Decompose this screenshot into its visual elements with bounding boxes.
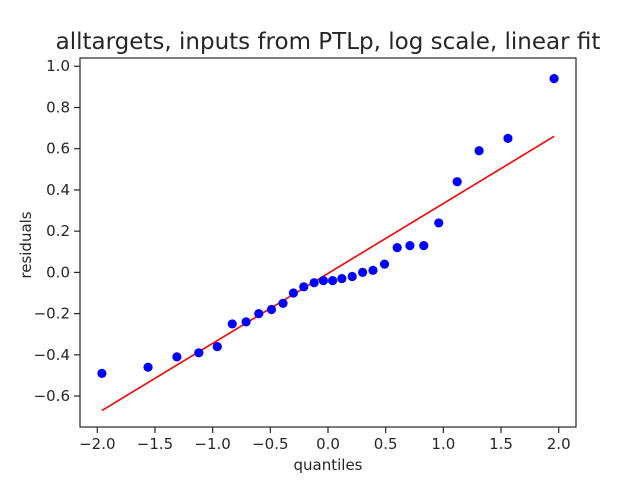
data-point bbox=[266, 304, 277, 315]
data-point bbox=[299, 282, 309, 292]
y-tick-label: 1.0 bbox=[46, 57, 70, 75]
data-point bbox=[278, 298, 288, 308]
data-point bbox=[227, 319, 237, 329]
data-point bbox=[392, 243, 402, 253]
x-tick-label: −0.5 bbox=[252, 435, 288, 453]
data-point bbox=[452, 177, 462, 187]
x-tick-label: −2.0 bbox=[79, 435, 115, 453]
data-point bbox=[254, 309, 264, 319]
y-tick-label: −0.6 bbox=[34, 387, 70, 405]
y-tick-label: 0.4 bbox=[46, 181, 70, 199]
fit-line bbox=[101, 135, 555, 412]
x-tick-label: −1.5 bbox=[137, 435, 173, 453]
y-tick-label: −0.4 bbox=[34, 346, 70, 364]
data-point bbox=[405, 240, 415, 251]
y-tick-label: 0.0 bbox=[46, 263, 70, 281]
data-point bbox=[337, 273, 347, 284]
data-point bbox=[97, 368, 107, 379]
data-point bbox=[318, 276, 328, 286]
data-point bbox=[212, 342, 222, 352]
data-point bbox=[434, 218, 444, 228]
x-tick-label: 0.5 bbox=[374, 435, 398, 453]
x-tick-label: 1.5 bbox=[489, 435, 513, 453]
data-point bbox=[288, 288, 298, 298]
data-point bbox=[143, 362, 153, 372]
x-tick-label: 2.0 bbox=[547, 435, 571, 453]
data-point bbox=[368, 265, 378, 275]
x-tick-label: 1.0 bbox=[431, 435, 455, 453]
data-point bbox=[358, 267, 368, 277]
plot-area: −2.0 −1.5 −1.0 −0.5 0.0 0.5 1.0 1.5 2.0 −0.6 −0.4 −… bbox=[34, 57, 577, 453]
data-point bbox=[347, 271, 357, 282]
data-point bbox=[379, 259, 390, 269]
data-point bbox=[328, 276, 338, 286]
chart-title: alltargets, inputs from PTLp, log scale,… bbox=[56, 29, 601, 55]
x-tick-label: 0.0 bbox=[316, 435, 340, 453]
data-point bbox=[194, 348, 204, 358]
data-point bbox=[309, 278, 319, 288]
y-tick-label: −0.2 bbox=[34, 305, 70, 323]
data-point bbox=[474, 146, 484, 156]
y-axis-label: residuals bbox=[17, 211, 35, 278]
data-point bbox=[503, 133, 513, 143]
y-tick-label: 0.6 bbox=[46, 140, 70, 158]
y-tick-label: 0.8 bbox=[46, 98, 70, 116]
data-point bbox=[241, 317, 251, 327]
data-point bbox=[419, 240, 429, 251]
data-point bbox=[549, 74, 559, 84]
y-tick-label: 0.2 bbox=[46, 222, 70, 240]
x-axis-label: quantiles bbox=[294, 456, 363, 474]
plot-frame bbox=[79, 57, 577, 428]
data-point bbox=[172, 352, 182, 362]
x-tick-label: −1.0 bbox=[194, 435, 230, 453]
